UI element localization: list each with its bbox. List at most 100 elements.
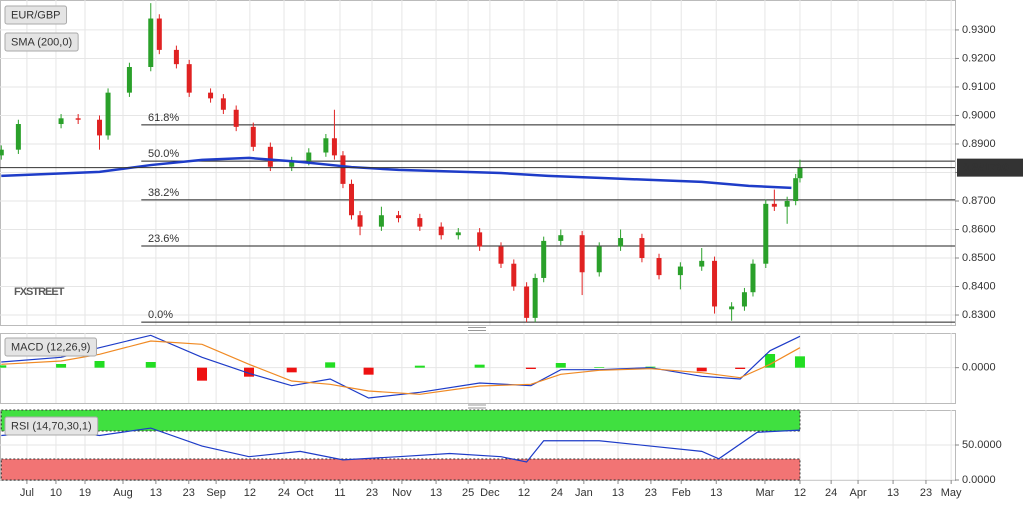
candle-body (656, 258, 662, 276)
x-tick-label: 13 (612, 487, 624, 499)
candle-body (15, 124, 21, 150)
x-tick-label: Jan (575, 487, 593, 499)
candle-body (741, 292, 747, 307)
x-tick-label: 12 (244, 487, 256, 499)
candle-body (618, 238, 624, 247)
macd-line (1, 334, 801, 399)
y-tick-label: 0.8400 (962, 280, 996, 292)
macd-histogram-bar (94, 361, 105, 368)
candle-body (349, 183, 355, 216)
x-tick-label: May (941, 487, 962, 499)
y-tick-label: 0.9300 (962, 24, 996, 36)
x-tick-label: Jul (20, 487, 34, 499)
candle-body (148, 18, 154, 67)
x-tick-label: 23 (366, 487, 378, 499)
indicator-label-box (4, 416, 99, 436)
candle-body (267, 146, 273, 167)
x-tick-label: 24 (825, 487, 837, 499)
x-tick-label: 23 (645, 487, 657, 499)
candle-body (541, 240, 547, 278)
macd-histogram-bar (765, 354, 776, 368)
y-tick-label: 0.9200 (962, 52, 996, 64)
y-tick-label: 0.9100 (962, 81, 996, 93)
x-tick-label: 11 (334, 487, 345, 499)
x-tick-label: 10 (50, 487, 62, 499)
candle-body (639, 238, 645, 259)
candle-body (763, 203, 769, 264)
candle-body (173, 49, 179, 65)
x-tick-label: 12 (794, 487, 806, 499)
x-tick-label: 23 (920, 487, 932, 499)
candle-body (75, 118, 81, 120)
y-tick-label: 0.0000 (962, 362, 996, 374)
candle-body (699, 260, 705, 267)
last-price-box (957, 158, 1023, 177)
x-tick-label: Feb (672, 487, 691, 499)
x-tick-label: 24 (278, 487, 290, 499)
x-tick-label: Apr (849, 487, 866, 499)
candle-body (532, 277, 538, 318)
candle-body (186, 64, 192, 93)
x-tick-label: 23 (183, 487, 195, 499)
candle-body (105, 92, 111, 136)
fibonacci-label: 50.0% (148, 148, 179, 160)
candle-body (797, 167, 803, 179)
y-tick-label: 0.8600 (962, 223, 996, 235)
macd-histogram-bar (414, 365, 425, 368)
x-tick-label: 13 (430, 487, 442, 499)
candle-body (58, 118, 64, 125)
candle-body (417, 218, 423, 227)
candle-body (793, 178, 799, 201)
indicator-label: SMA (200,0) (11, 36, 72, 48)
y-tick-label: 0.8300 (962, 309, 996, 321)
candle-body (596, 246, 602, 273)
candle-body (156, 18, 162, 50)
candle-body (126, 66, 132, 93)
candle-body (498, 246, 504, 264)
macd-histogram-bar (735, 367, 746, 369)
x-tick-label: 12 (518, 487, 530, 499)
x-tick-label: 13 (150, 487, 162, 499)
fibonacci-label: 61.8% (148, 112, 179, 124)
candle-body (289, 161, 295, 167)
macd-histogram-bar (197, 367, 208, 381)
candle-body (331, 138, 337, 156)
macd-histogram-bar (594, 367, 605, 368)
indicator-label: RSI (14,70,30,1) (11, 420, 92, 432)
macd-histogram-bar (325, 362, 336, 368)
macd-histogram-bar (363, 367, 374, 375)
y-tick-label: 50.0000 (962, 439, 1002, 451)
indicator-label-box (4, 337, 97, 357)
macd-histogram-bar (0, 365, 7, 368)
macd-histogram-bar (145, 362, 156, 368)
x-tick-label: 25 (462, 487, 474, 499)
candle-body (357, 215, 363, 227)
macd-histogram-bar (56, 364, 67, 368)
candle-body (340, 155, 346, 184)
last-price-label: 0.881700 (963, 162, 1009, 174)
macd-histogram-bar (794, 356, 805, 368)
x-tick-label: Oct (296, 487, 313, 499)
x-tick-label: 13 (710, 487, 722, 499)
macd-histogram-bar (474, 364, 485, 368)
macd-histogram-bar (244, 367, 255, 377)
fibonacci-label: 0.0% (148, 309, 173, 321)
candle-body (455, 232, 461, 236)
fibonacci-label: 38.2% (148, 187, 179, 199)
candle-body (0, 149, 4, 156)
candle-body (323, 138, 329, 153)
x-tick-label: 24 (551, 487, 563, 499)
y-tick-label: 0.0000 (962, 474, 996, 486)
candle-body (511, 263, 517, 287)
candle-body (771, 203, 777, 207)
macd-line (1, 340, 801, 395)
x-tick-label: Dec (480, 487, 500, 499)
x-tick-label: Sep (206, 487, 226, 499)
candle-body (712, 260, 718, 307)
panel-frame (0, 0, 956, 326)
fibonacci-label: 23.6% (148, 233, 179, 245)
x-tick-label: 19 (79, 487, 91, 499)
candle-body (97, 119, 103, 136)
candle-body (784, 200, 790, 207)
